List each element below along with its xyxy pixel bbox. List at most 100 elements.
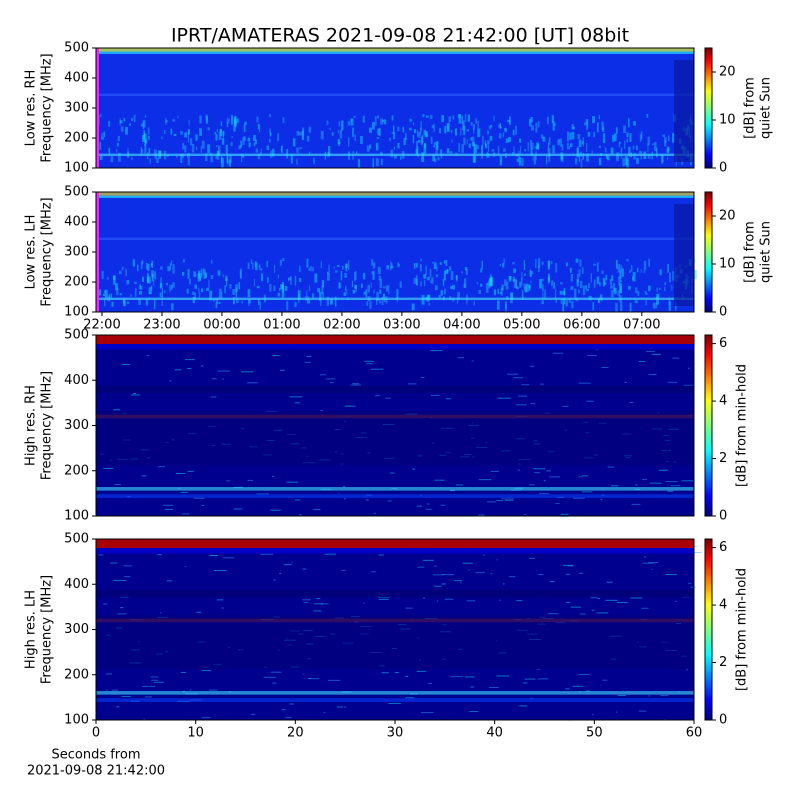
speckle — [548, 476, 560, 478]
speckle — [371, 271, 374, 275]
speckle — [648, 285, 651, 292]
speckle — [266, 145, 270, 151]
speckle — [538, 573, 544, 575]
speckle — [256, 116, 259, 123]
speckle — [363, 291, 367, 295]
speckle — [248, 298, 250, 307]
speckle — [329, 382, 334, 384]
colorbar — [704, 191, 713, 313]
speckle — [98, 289, 102, 296]
speckle — [430, 280, 432, 284]
speckle — [290, 276, 292, 285]
band — [96, 385, 694, 393]
speckle — [521, 157, 524, 167]
speckle — [103, 131, 106, 138]
speckle — [206, 287, 210, 291]
x-tick-label: 10 — [187, 726, 204, 741]
speckle — [667, 381, 678, 383]
speckle — [405, 133, 407, 140]
band — [96, 411, 694, 466]
speckle — [161, 136, 163, 140]
speckle — [415, 279, 419, 286]
speckle — [345, 286, 347, 292]
speckle — [547, 142, 549, 152]
colorbar-label: quiet Sun — [759, 221, 774, 283]
speckle — [433, 262, 437, 270]
band — [96, 48, 694, 52]
speckle — [216, 144, 218, 148]
speckle — [568, 298, 572, 303]
speckle — [540, 383, 545, 385]
speckle — [458, 114, 461, 124]
speckle — [377, 128, 381, 136]
speckle — [302, 130, 304, 138]
speckle — [294, 499, 301, 501]
speckle — [426, 131, 429, 137]
speckle — [238, 145, 242, 150]
speckle — [664, 286, 666, 292]
speckle — [277, 133, 280, 142]
speckle — [205, 153, 208, 162]
edge — [96, 192, 99, 312]
x-tick-label: 02:00 — [323, 318, 360, 333]
speckle — [434, 158, 437, 163]
speckle — [593, 263, 597, 266]
speckle — [541, 300, 544, 305]
speckle — [610, 285, 613, 289]
colorbar — [704, 538, 713, 721]
band — [96, 494, 694, 498]
colorbar-tick-label: 0 — [719, 509, 727, 524]
speckle — [226, 118, 230, 124]
speckle — [328, 264, 330, 272]
speckle — [629, 302, 632, 313]
speckle — [201, 717, 211, 719]
speckle — [394, 154, 397, 159]
speckle — [324, 553, 336, 555]
speckle — [490, 573, 493, 575]
speckle — [247, 479, 254, 481]
speckle — [145, 299, 148, 306]
speckle — [252, 262, 254, 270]
speckle — [435, 274, 438, 277]
speckle — [591, 609, 595, 611]
speckle — [444, 288, 446, 295]
colorbar-tick-label: 0 — [719, 161, 727, 176]
speckle — [104, 289, 108, 298]
speckle — [426, 503, 430, 505]
speckle — [260, 553, 274, 555]
speckle — [106, 277, 109, 280]
speckle — [690, 159, 692, 166]
speckle — [428, 302, 431, 306]
speckle — [353, 115, 356, 118]
speckle — [409, 118, 412, 122]
speckle — [590, 273, 593, 283]
speckle — [435, 146, 438, 156]
edge — [96, 48, 99, 168]
band — [96, 344, 694, 350]
speckle — [269, 132, 272, 136]
speckle — [216, 599, 224, 601]
speckle — [182, 142, 185, 150]
speckle — [405, 607, 413, 609]
speckle — [648, 374, 657, 376]
speckle — [502, 583, 505, 585]
speckle — [687, 367, 691, 369]
speckle — [247, 137, 251, 142]
speckle — [151, 679, 159, 681]
speckle — [281, 709, 286, 711]
speckle — [601, 121, 604, 130]
speckle — [141, 475, 147, 477]
edge — [674, 60, 694, 162]
speckle — [470, 686, 474, 688]
speckle — [147, 263, 150, 271]
speckle — [221, 137, 225, 145]
speckle — [516, 286, 519, 290]
speckle — [369, 145, 371, 148]
speckle — [558, 138, 560, 143]
speckle — [322, 292, 324, 298]
speckle — [187, 158, 190, 166]
speckle — [198, 287, 200, 294]
speckle — [485, 283, 489, 293]
speckle — [161, 287, 164, 297]
speckle — [347, 260, 350, 271]
